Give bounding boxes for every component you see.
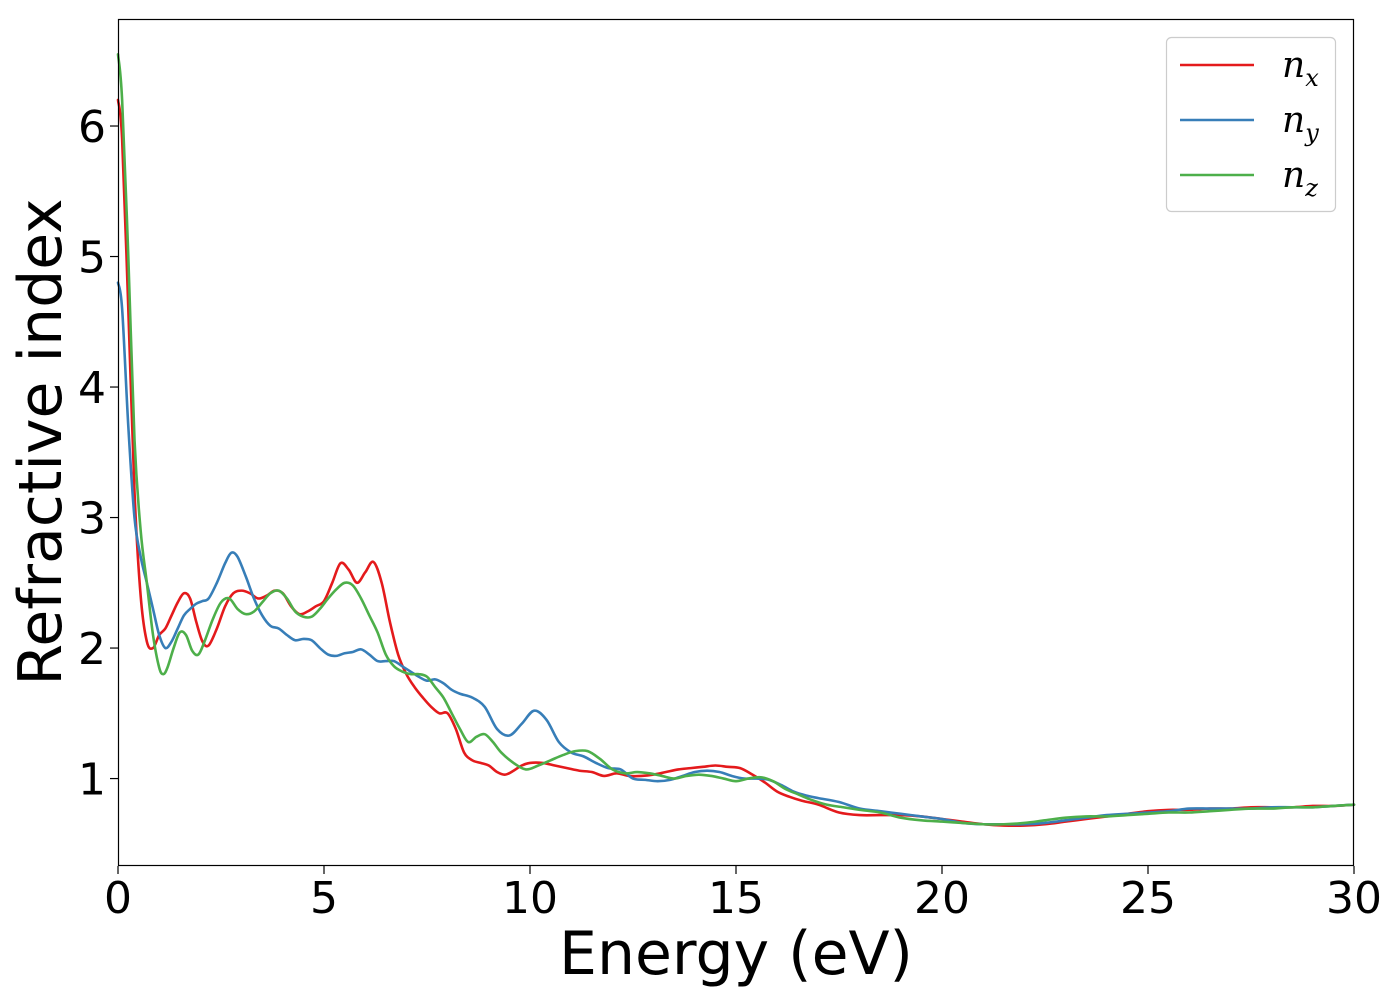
x-tick-label: 10 [502, 873, 558, 924]
x-tick-label: 30 [1326, 873, 1382, 924]
y-tick-label: 2 [78, 624, 106, 675]
legend-label-y: ny [1282, 100, 1319, 147]
y-tick-label: 5 [78, 233, 106, 284]
y-tick-label: 4 [78, 363, 106, 414]
y-tick-label: 1 [78, 755, 106, 806]
x-tick-label: 5 [310, 873, 338, 924]
x-tick-label: 0 [104, 873, 132, 924]
legend-label-subscript: z [1304, 174, 1318, 202]
series-layer [116, 52, 1356, 828]
legend-label-base: n [1282, 100, 1305, 141]
legend-label-subscript: x [1305, 64, 1319, 92]
x-axis-ticks: 0 5 10 15 20 25 30 [104, 866, 1382, 924]
x-tick-label: 25 [1120, 873, 1176, 924]
series-line-z [116, 52, 1356, 826]
x-tick-label: 15 [708, 873, 764, 924]
x-axis-title: Energy (eV) [559, 919, 913, 989]
legend-label-base: n [1282, 155, 1305, 196]
plot-frame [117, 18, 1355, 867]
legend-frame [1165, 36, 1337, 213]
y-axis-title: Refractive index [6, 198, 76, 685]
y-tick-label: 3 [78, 494, 106, 545]
legend-label-subscript: y [1304, 119, 1319, 147]
legend-label-z: nz [1282, 155, 1318, 202]
legend-label-base: n [1282, 45, 1305, 86]
y-axis-ticks: 1 2 3 4 5 6 [78, 102, 118, 806]
y-tick-label: 6 [78, 102, 106, 153]
legend-label-x: nx [1282, 45, 1319, 92]
x-tick-label: 20 [914, 873, 970, 924]
